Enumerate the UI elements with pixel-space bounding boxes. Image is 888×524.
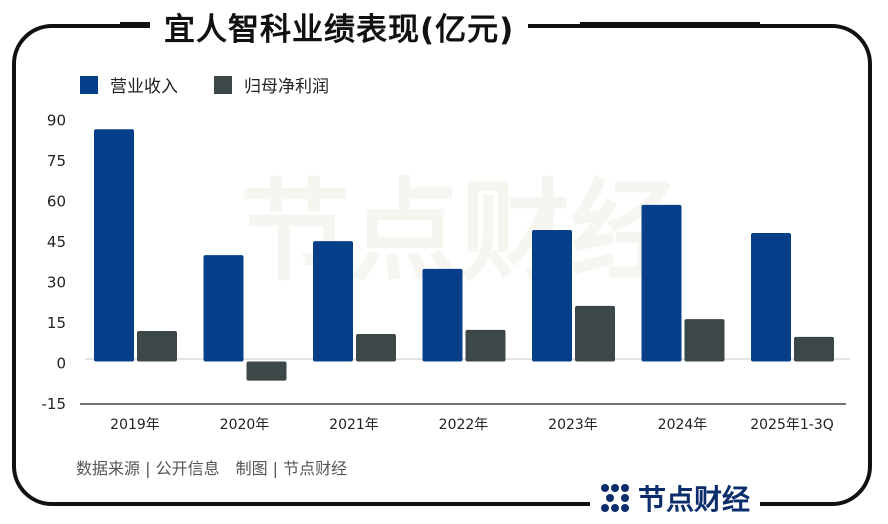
logo-text: 节点财经 xyxy=(638,483,751,516)
x-tick-label: 2024年 xyxy=(658,417,708,433)
bar-revenue xyxy=(313,241,353,362)
y-tick-label: 45 xyxy=(47,233,66,251)
bar-revenue xyxy=(641,204,682,362)
legend-label-revenue: 营业收入 xyxy=(110,77,178,97)
bar-revenue xyxy=(422,268,463,362)
x-tick-label: 2025年1-3Q xyxy=(750,417,834,433)
bar-profit xyxy=(684,319,725,362)
chart-title: 宜人智科业绩表现(亿元) xyxy=(150,4,529,49)
bar-profit xyxy=(465,329,506,362)
y-tick-label: 90 xyxy=(47,112,66,130)
bar-profit xyxy=(575,305,615,362)
x-tick-label: 2019年 xyxy=(110,417,160,433)
bar-profit xyxy=(137,330,177,362)
y-tick-label: 75 xyxy=(47,152,66,170)
bar-revenue xyxy=(203,255,244,362)
bar-revenue xyxy=(751,232,791,362)
legend-swatch-revenue xyxy=(80,75,98,94)
y-tick-label: 60 xyxy=(47,193,66,211)
legend-label-profit: 归母净利润 xyxy=(244,77,329,97)
title-rule-left xyxy=(120,22,160,26)
bar-profit xyxy=(794,336,834,362)
x-tick-label: 2022年 xyxy=(439,417,489,433)
bar-profit xyxy=(356,333,396,362)
x-tick-label: 2020年 xyxy=(220,417,270,433)
bar-profit xyxy=(246,361,287,381)
logo-icon xyxy=(601,484,629,512)
y-tick-label: 30 xyxy=(47,274,66,292)
x-tick-label: 2021年 xyxy=(329,417,379,433)
bar-revenue xyxy=(532,230,572,362)
legend: 营业收入 归母净利润 xyxy=(80,72,365,97)
bar-revenue xyxy=(94,129,134,362)
source-note: 数据来源 | 公开信息 制图 | 节点财经 xyxy=(76,459,348,478)
y-tick-label: 0 xyxy=(56,355,66,373)
x-tick-label: 2023年 xyxy=(548,417,598,433)
legend-swatch-profit xyxy=(214,75,232,94)
logo: 节点财经 xyxy=(590,478,761,518)
y-tick-label: -15 xyxy=(42,395,67,413)
title-rule-right xyxy=(580,22,760,26)
y-tick-label: 15 xyxy=(47,314,66,332)
